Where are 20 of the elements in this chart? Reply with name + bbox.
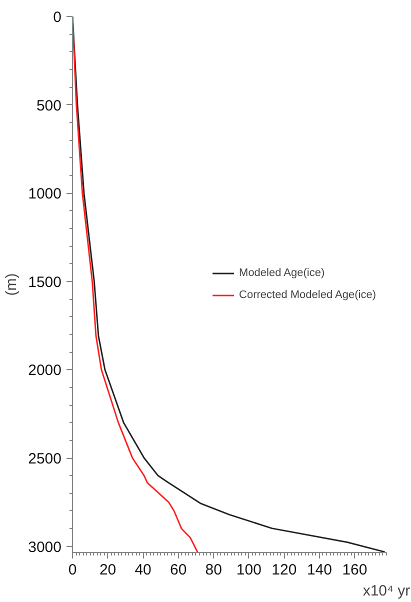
y-tick-label: 500 (36, 97, 62, 114)
x-tick-label: 140 (306, 562, 332, 578)
x-tick-label: 100 (236, 562, 262, 578)
y-tick-label: 3000 (28, 538, 62, 556)
x-tick-label: 0 (68, 562, 77, 578)
y-tick-label: 2000 (28, 362, 62, 380)
y-tick-label: 1000 (28, 186, 62, 203)
x-tick-label: 120 (272, 562, 297, 578)
y-tick-label: 0 (53, 9, 62, 26)
x-axis-title: x10⁴ yr (362, 582, 410, 600)
x-tick-label: 60 (170, 562, 187, 578)
y-tick-label: 2500 (28, 450, 62, 468)
x-tick-label: 80 (205, 562, 222, 578)
legend-label: Modeled Age(ice) (239, 267, 325, 279)
x-tick-label: 160 (342, 562, 368, 578)
legend-label: Corrected Modeled Age(ice) (239, 289, 376, 301)
x-tick-label: 40 (134, 562, 152, 578)
y-tick-label: 1500 (28, 274, 62, 291)
y-axis-title: (m) (3, 273, 20, 296)
x-tick-label: 20 (99, 562, 116, 578)
